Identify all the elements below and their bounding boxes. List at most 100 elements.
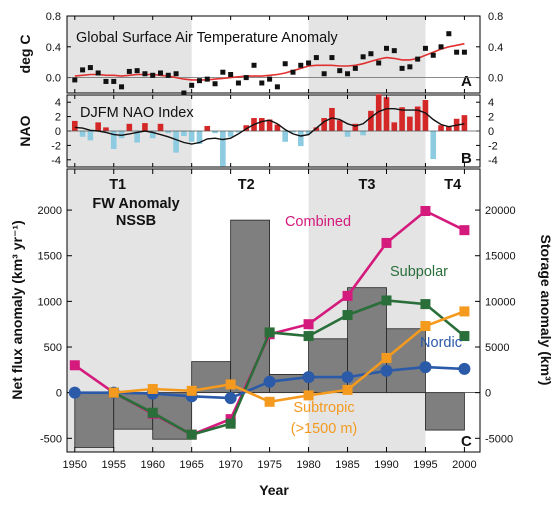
temperature-annual-point — [204, 76, 210, 82]
panel-b-ytick-label: -2 — [51, 140, 61, 152]
nao-bar — [414, 106, 421, 131]
series-point — [419, 361, 432, 374]
storage-bar — [386, 328, 426, 394]
nao-bar — [212, 131, 218, 134]
nao-bar — [407, 116, 413, 131]
nao-bar — [344, 131, 351, 137]
series-point — [147, 407, 158, 418]
series-point — [302, 371, 315, 384]
panel-c-ytick-label-right: 0 — [485, 388, 491, 400]
series-point — [147, 384, 158, 395]
temperature-annual-point — [422, 45, 428, 51]
panel-c-title-line2: NSSB — [116, 213, 156, 229]
panel-b-ytick-label: 4 — [55, 97, 61, 109]
temperature-annual-point — [454, 49, 460, 55]
period-label: T4 — [444, 177, 461, 193]
temperature-annual-point — [329, 55, 335, 61]
nao-bar — [79, 131, 86, 137]
nao-bar — [321, 118, 327, 131]
nao-bar — [336, 120, 343, 131]
panel-a-letter: A — [461, 73, 472, 90]
period-label: T1 — [109, 177, 126, 193]
temperature-annual-point — [235, 80, 241, 86]
nao-bar — [297, 131, 304, 147]
temperature-annual-point — [368, 51, 374, 57]
nao-bar — [375, 94, 382, 131]
series-point — [342, 290, 353, 301]
series-point — [264, 327, 275, 338]
nao-bar — [266, 119, 273, 131]
series-point — [224, 392, 237, 405]
series-point — [69, 360, 80, 371]
nao-bar — [157, 123, 164, 131]
nao-bar — [446, 126, 452, 131]
temperature-annual-point — [119, 84, 125, 90]
temperature-annual-point — [181, 90, 187, 96]
series-point — [420, 205, 431, 216]
series-label: Subtropic — [293, 400, 354, 416]
temperature-annual-point — [111, 78, 117, 84]
panel-c-xtick-label: 2000 — [452, 459, 476, 471]
series-point — [342, 384, 353, 395]
series-point — [380, 364, 393, 377]
nao-bar — [282, 131, 288, 142]
period-label: T3 — [359, 177, 376, 193]
panel-b-ytick-label-right: -2 — [488, 140, 498, 152]
nao-bar — [383, 97, 390, 131]
nao-bar — [438, 125, 444, 131]
nao-bar — [329, 107, 335, 131]
nao-bar — [235, 131, 242, 133]
nao-bar — [430, 131, 437, 160]
nao-bar — [305, 131, 312, 134]
nao-smoothed-line — [74, 107, 465, 145]
series-label: Subpolar — [390, 264, 448, 280]
series-point — [68, 386, 81, 399]
panel-a-ytick-label: 0.0 — [46, 73, 61, 85]
panel-b-ytick-label: 0 — [55, 126, 61, 138]
nao-bar — [391, 122, 398, 131]
panel-a-ytick-label-right: 0.4 — [488, 42, 503, 54]
panel-a-title: Global Surface Air Temperature Anomaly — [76, 30, 338, 46]
series-point — [341, 371, 354, 384]
temperature-annual-point — [274, 84, 280, 90]
nao-bar — [259, 118, 265, 131]
panel-c-ytick-label: 1000 — [38, 296, 62, 308]
series-point — [186, 385, 197, 396]
panel-b-ytick-label-right: 4 — [488, 97, 494, 109]
panel-c-xlabel: Year — [259, 482, 289, 498]
temperature-annual-point — [321, 71, 327, 77]
panel-c-ytick-label: 500 — [44, 342, 62, 354]
temperature-annual-point — [87, 65, 93, 71]
temperature-annual-point — [313, 55, 319, 61]
panel-c-ytick-label-right: 10000 — [485, 296, 516, 308]
panel-c-ytick-label-right: 5000 — [485, 342, 509, 354]
series-line — [113, 310, 465, 404]
series-label: Nordic — [420, 335, 462, 351]
series-point — [458, 362, 471, 375]
series-point — [303, 331, 314, 342]
temperature-smoothed-line — [74, 42, 465, 81]
series-point — [459, 225, 470, 236]
series-point — [303, 390, 314, 401]
temperature-annual-point — [345, 71, 351, 77]
panel-c-ylabel-right: Storage anomaly (km³) — [538, 235, 554, 386]
temperature-annual-point — [72, 77, 78, 83]
panel-b-letter: B — [461, 150, 472, 167]
series-point — [186, 429, 197, 440]
panel-c-xtick-label: 1955 — [102, 459, 126, 471]
series-point — [225, 418, 236, 429]
nao-bar — [422, 100, 429, 131]
storage-bar — [308, 338, 348, 394]
storage-bar — [74, 392, 115, 448]
nao-bar — [87, 131, 94, 141]
nao-bar — [181, 131, 187, 137]
nao-bar — [196, 131, 203, 144]
panel-c-ytick-label: -500 — [40, 433, 62, 445]
panel-b-ytick-label-right: -4 — [488, 155, 498, 167]
panel-c-xtick-label: 1990 — [374, 459, 398, 471]
nao-bar — [126, 123, 133, 131]
temperature-annual-point — [352, 65, 358, 71]
series-point — [381, 237, 392, 248]
nao-bar — [220, 131, 226, 167]
temperature-annual-point — [267, 76, 273, 82]
